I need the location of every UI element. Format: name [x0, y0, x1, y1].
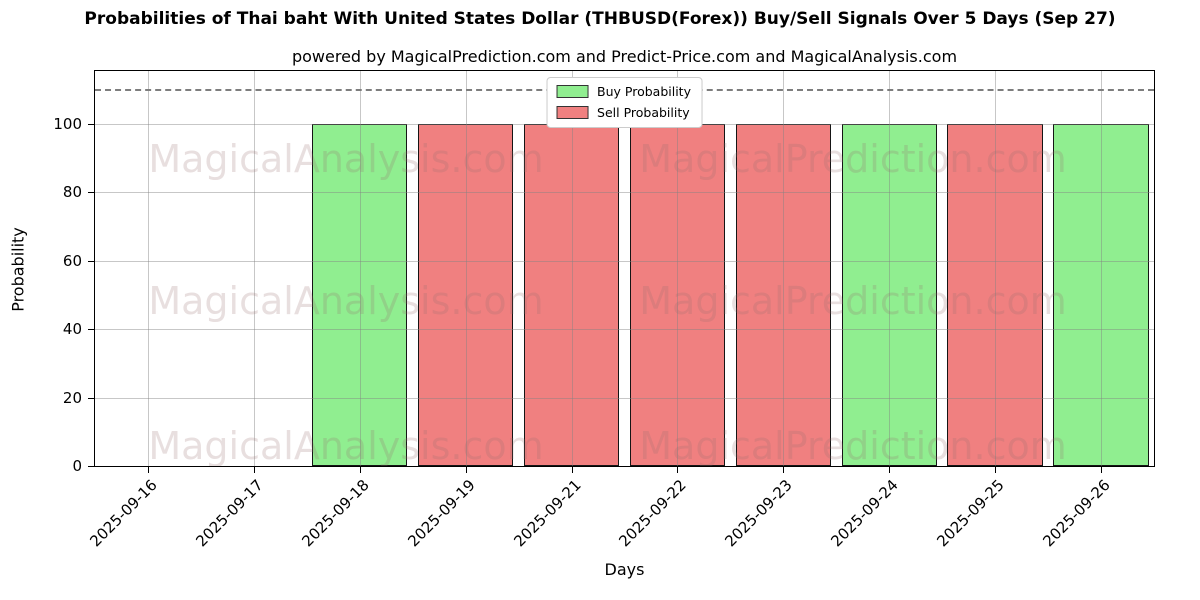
x-tick-mark: [147, 467, 149, 473]
gridline-vertical: [677, 71, 679, 466]
watermark-text: MagicalAnalysis.com: [148, 424, 544, 467]
y-tick-mark: [88, 123, 94, 125]
x-tick-mark: [783, 467, 785, 473]
chart-subtitle: powered by MagicalPrediction.com and Pre…: [291, 47, 958, 66]
plot-area: MagicalAnalysis.com MagicalPrediction.com…: [94, 70, 1155, 467]
chart-title: Probabilities of Thai baht With United S…: [84, 9, 1116, 29]
y-tick-label: 60: [62, 251, 82, 270]
bar-2025-09-23-sell: [735, 123, 831, 466]
legend-item: Sell Probability: [556, 105, 691, 120]
legend-label: Sell Probability: [597, 105, 690, 120]
x-tick-mark: [359, 467, 361, 473]
y-axis-label: Probability: [8, 227, 28, 312]
x-tick-mark: [677, 467, 679, 473]
watermark-text: MagicalPrediction.com: [639, 424, 1067, 467]
bar-2025-09-18-buy: [312, 123, 408, 466]
watermark-text: MagicalPrediction.com: [639, 279, 1067, 323]
gridline-horizontal: [95, 397, 1154, 399]
x-axis-label: Days: [604, 560, 645, 579]
legend-swatch-icon: [556, 85, 589, 98]
y-tick-mark: [88, 397, 94, 399]
y-tick-mark: [88, 466, 94, 467]
y-tick-label: 0: [72, 457, 82, 475]
bar-2025-09-24-buy: [841, 123, 937, 466]
y-tick-label: 20: [62, 388, 82, 407]
gridline-vertical: [359, 71, 361, 466]
gridline-vertical: [1101, 71, 1103, 466]
gridline-vertical: [147, 71, 149, 466]
x-tick-label: 2025-09-16: [86, 476, 161, 551]
x-tick-mark: [995, 467, 997, 473]
bar-2025-09-22-sell: [629, 123, 726, 466]
x-tick-mark: [253, 467, 255, 473]
x-tick-mark: [889, 467, 891, 473]
gridline-horizontal: [95, 260, 1154, 262]
gridline-vertical: [253, 71, 255, 466]
y-tick-label: 40: [62, 320, 82, 339]
legend-swatch-icon: [556, 106, 589, 119]
y-tick-mark: [88, 192, 94, 194]
gridline-vertical: [995, 71, 997, 466]
bar-2025-09-26-buy: [1053, 123, 1149, 466]
gridline-horizontal: [95, 329, 1154, 331]
x-tick-mark: [1101, 467, 1103, 473]
y-tick-mark: [88, 260, 94, 262]
gridline-horizontal: [95, 192, 1154, 194]
gridline-vertical: [889, 71, 891, 466]
gridline-vertical: [465, 71, 467, 466]
x-tick-mark: [465, 467, 467, 473]
watermark-text: MagicalAnalysis.com: [148, 137, 544, 181]
y-tick-label: 100: [53, 114, 82, 133]
bar-2025-09-25-sell: [947, 123, 1043, 466]
gridline-vertical: [783, 71, 785, 466]
watermark-text: MagicalAnalysis.com: [148, 279, 544, 323]
gridline-vertical: [571, 71, 573, 466]
x-tick-mark: [571, 467, 573, 473]
bar-2025-09-19-sell: [417, 123, 514, 466]
bar-2025-09-21-sell: [523, 123, 620, 466]
legend: Buy Probability Sell Probability: [546, 77, 703, 128]
legend-item: Buy Probability: [556, 84, 691, 99]
y-tick-label: 80: [62, 183, 82, 202]
legend-label: Buy Probability: [597, 84, 691, 99]
watermark-text: MagicalPrediction.com: [639, 137, 1067, 181]
y-tick-mark: [88, 329, 94, 331]
